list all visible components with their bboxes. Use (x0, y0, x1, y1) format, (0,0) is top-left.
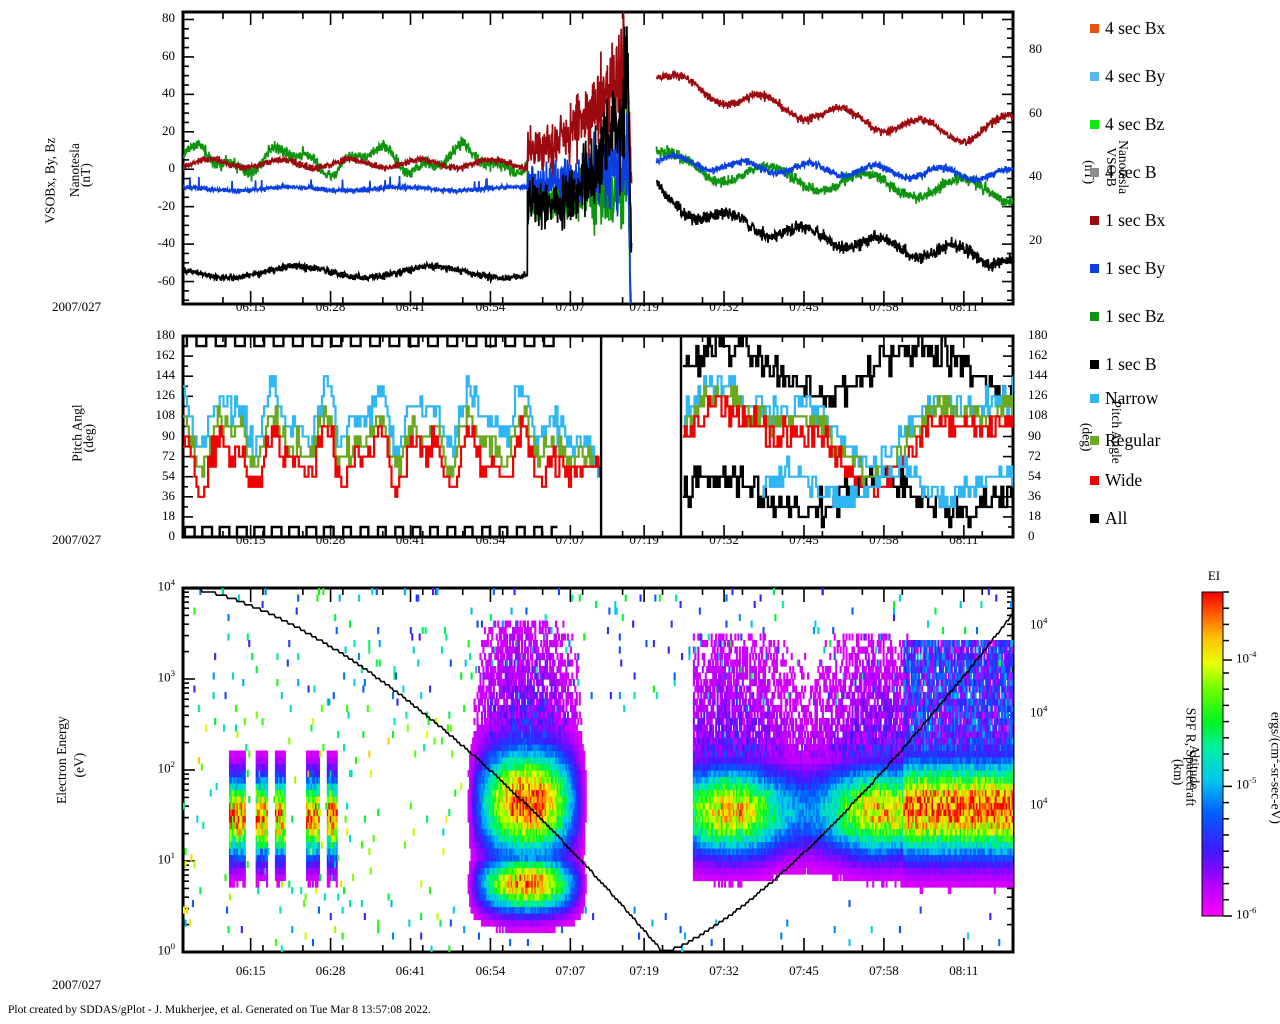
series-all-upper (183, 336, 1013, 408)
legend-item-label: 1 sec B (1105, 353, 1157, 374)
panel3-date-label: 2007/027 (52, 977, 102, 992)
panel2-gap-rails (599, 336, 683, 537)
legend-item-label: 1 sec Bz (1105, 305, 1165, 326)
series-1sec-bx (183, 12, 1013, 184)
legend-item-narrow[interactable]: Narrow (1090, 388, 1158, 408)
legend-item-label: Narrow (1105, 387, 1159, 408)
panel2-date-label: 2007/027 (52, 532, 102, 547)
legend-swatch-icon (1090, 435, 1099, 445)
legend-item-4-sec-b[interactable]: 4 sec B (1090, 162, 1157, 182)
legend-swatch-icon (1090, 71, 1099, 81)
colorbar-title: EI (1207, 568, 1221, 583)
series-narrow-lower (762, 455, 1013, 508)
panel1-date-label: 2007/027 (52, 299, 102, 314)
legend-swatch-icon (1090, 393, 1099, 403)
legend-swatch-icon (1090, 475, 1099, 485)
panel-magnetometer-frame (181, 10, 1015, 306)
legend: 4 sec Bx 4 sec By 4 sec Bz 4 sec B 1 sec Bx 1… (1078, 0, 1278, 540)
legend-item-wide[interactable]: Wide (1090, 470, 1142, 490)
spacecraft-altitude-trace (183, 588, 1013, 952)
legend-item-1-sec-b[interactable]: 1 sec B (1090, 354, 1157, 374)
legend-item-label: All (1105, 507, 1128, 528)
series-regular (183, 385, 1013, 488)
colorbar-unit-label: ergs/(cm2-sr-sec-eV) (1268, 712, 1280, 825)
colorbar-electron-flux (1201, 591, 1232, 917)
legend-item-4-sec-bx[interactable]: 4 sec Bx (1090, 18, 1165, 38)
series-1sec-b (183, 26, 1013, 285)
legend-item-1-sec-by[interactable]: 1 sec By (1090, 258, 1165, 278)
legend-swatch-icon (1090, 119, 1099, 129)
legend-swatch-icon (1090, 167, 1099, 177)
legend-item-label: 4 sec Bx (1105, 17, 1166, 38)
legend-swatch-icon (1090, 359, 1099, 369)
legend-item-4-sec-bz[interactable]: 4 sec Bz (1090, 114, 1164, 134)
series-wide (183, 395, 1013, 498)
legend-swatch-icon (1090, 23, 1099, 33)
legend-item-4-sec-by[interactable]: 4 sec By (1090, 66, 1165, 86)
legend-item-1-sec-bx[interactable]: 1 sec Bx (1090, 210, 1165, 230)
legend-item-label: 1 sec By (1105, 257, 1166, 278)
legend-swatch-icon (1090, 263, 1099, 273)
legend-item-label: Wide (1105, 469, 1143, 490)
legend-item-label: 4 sec By (1105, 65, 1166, 86)
legend-item-label: 4 sec B (1105, 161, 1157, 182)
footer-credit: Plot created by SDDAS/gPlot - J. Mukherj… (8, 1004, 431, 1016)
legend-item-all[interactable]: All (1090, 508, 1127, 528)
legend-swatch-icon (1090, 513, 1099, 523)
legend-item-label: 1 sec Bx (1105, 209, 1166, 230)
legend-item-label: 4 sec Bz (1105, 113, 1165, 134)
legend-item-label: Regular (1105, 429, 1161, 450)
legend-swatch-icon (1090, 215, 1099, 225)
legend-swatch-icon (1090, 311, 1099, 321)
legend-item-1-sec-bz[interactable]: 1 sec Bz (1090, 306, 1164, 326)
legend-item-regular[interactable]: Regular (1090, 430, 1160, 450)
